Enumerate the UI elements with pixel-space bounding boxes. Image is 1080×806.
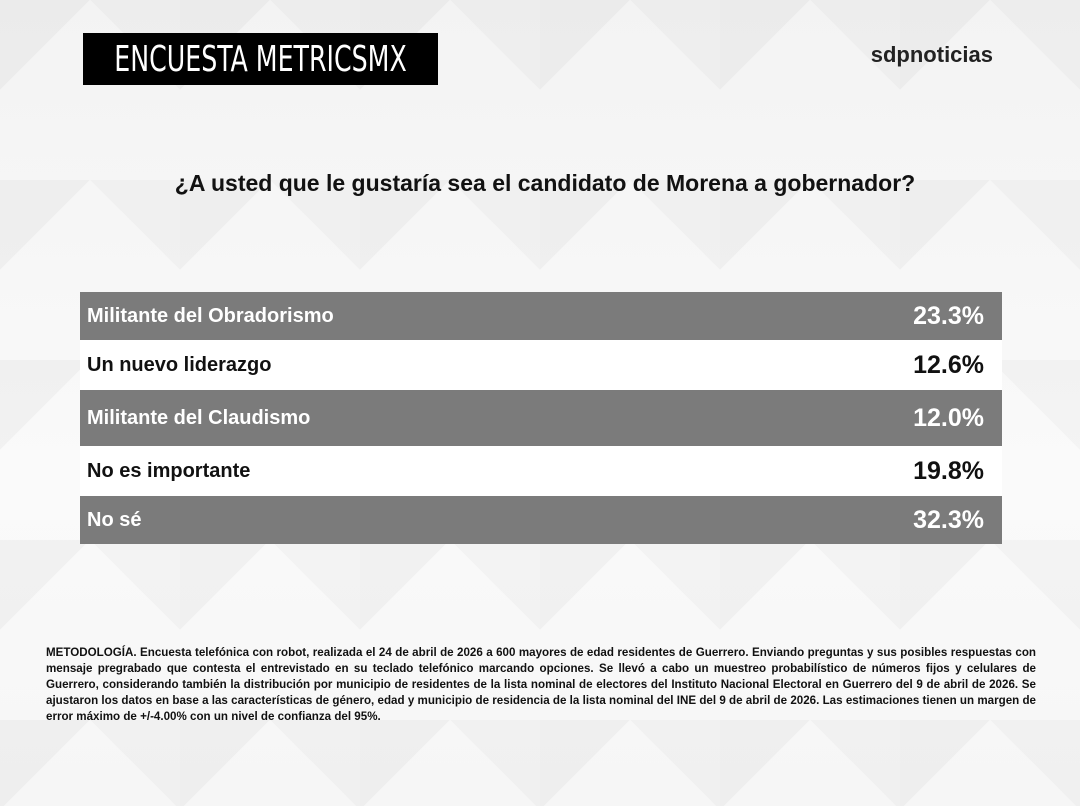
row-value: 12.0% xyxy=(913,403,984,432)
row-value: 19.8% xyxy=(913,456,984,485)
row-label: No sé xyxy=(87,508,142,531)
table-row: No es importante 19.8% xyxy=(80,446,1002,496)
sdpnoticias-logo: sdpnoticias xyxy=(870,42,993,67)
table-row: Un nuevo liderazgo 12.6% xyxy=(80,340,1002,390)
row-label: Militante del Claudismo xyxy=(87,406,311,429)
table-row: Militante del Claudismo 12.0% xyxy=(80,390,1002,446)
row-label: Militante del Obradorismo xyxy=(87,304,334,327)
row-label: No es importante xyxy=(87,459,251,482)
methodology-note: METODOLOGÍA. Encuesta telefónica con rob… xyxy=(46,646,1036,723)
survey-title-box: ENCUESTA METRICSMX xyxy=(83,33,438,85)
row-value: 32.3% xyxy=(913,505,984,534)
row-label: Un nuevo liderazgo xyxy=(87,353,272,376)
question-heading: ¿A usted que le gustaría sea el candidat… xyxy=(174,170,916,196)
survey-title: ENCUESTA METRICSMX xyxy=(114,38,407,80)
table-row: Militante del Obradorismo 23.3% xyxy=(80,292,1002,340)
row-value: 23.3% xyxy=(913,301,984,330)
results-table: Militante del Obradorismo 23.3% Un nuevo… xyxy=(80,292,1002,544)
row-value: 12.6% xyxy=(913,350,984,379)
table-row: No sé 32.3% xyxy=(80,496,1002,544)
